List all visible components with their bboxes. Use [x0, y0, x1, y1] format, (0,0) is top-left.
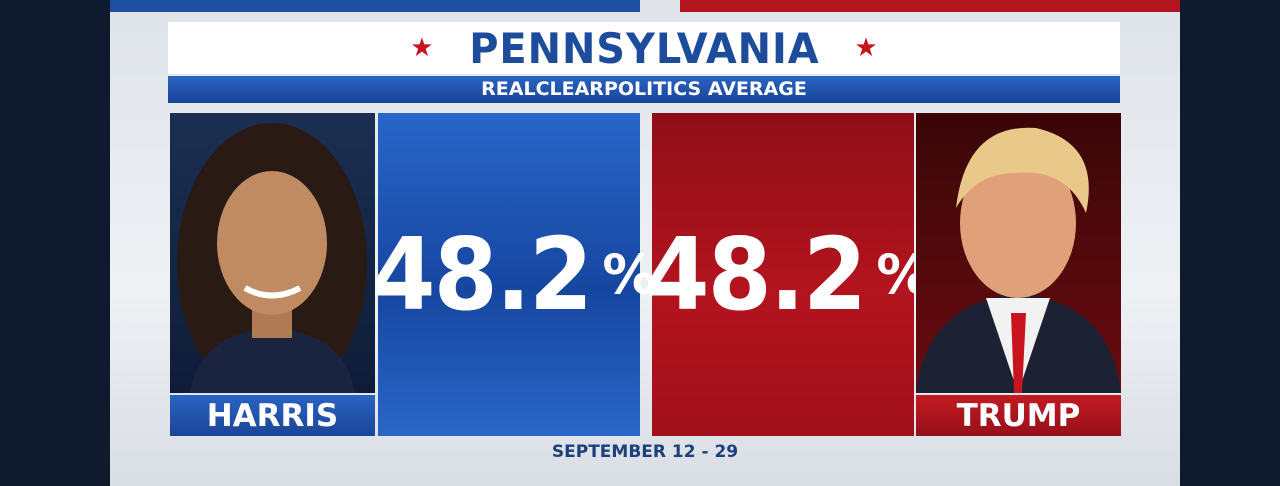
title-box: ★ PENNSYLVANIA ★	[168, 22, 1120, 74]
subtitle: REALCLEARPOLITICS AVERAGE	[168, 76, 1120, 103]
candidate-name: TRUMP	[916, 395, 1121, 436]
top-strip-red	[680, 0, 1180, 12]
date-range: SEPTEMBER 12 - 29	[551, 442, 739, 462]
unit: %	[602, 243, 657, 306]
candidate-name: HARRIS	[170, 395, 375, 436]
star: ★	[854, 33, 878, 63]
value-box: 48.2%	[645, 113, 930, 436]
candidate-photo	[916, 113, 1121, 393]
portrait	[177, 123, 367, 393]
portrait	[916, 127, 1121, 393]
title: PENNSYLVANIA	[468, 23, 820, 73]
value: 48.2	[371, 216, 592, 333]
value-box: 48.2%	[371, 113, 656, 436]
candidate-photo	[170, 113, 375, 393]
star: ★	[410, 33, 434, 63]
top-strip-blue	[110, 0, 640, 12]
value: 48.2	[645, 216, 866, 333]
